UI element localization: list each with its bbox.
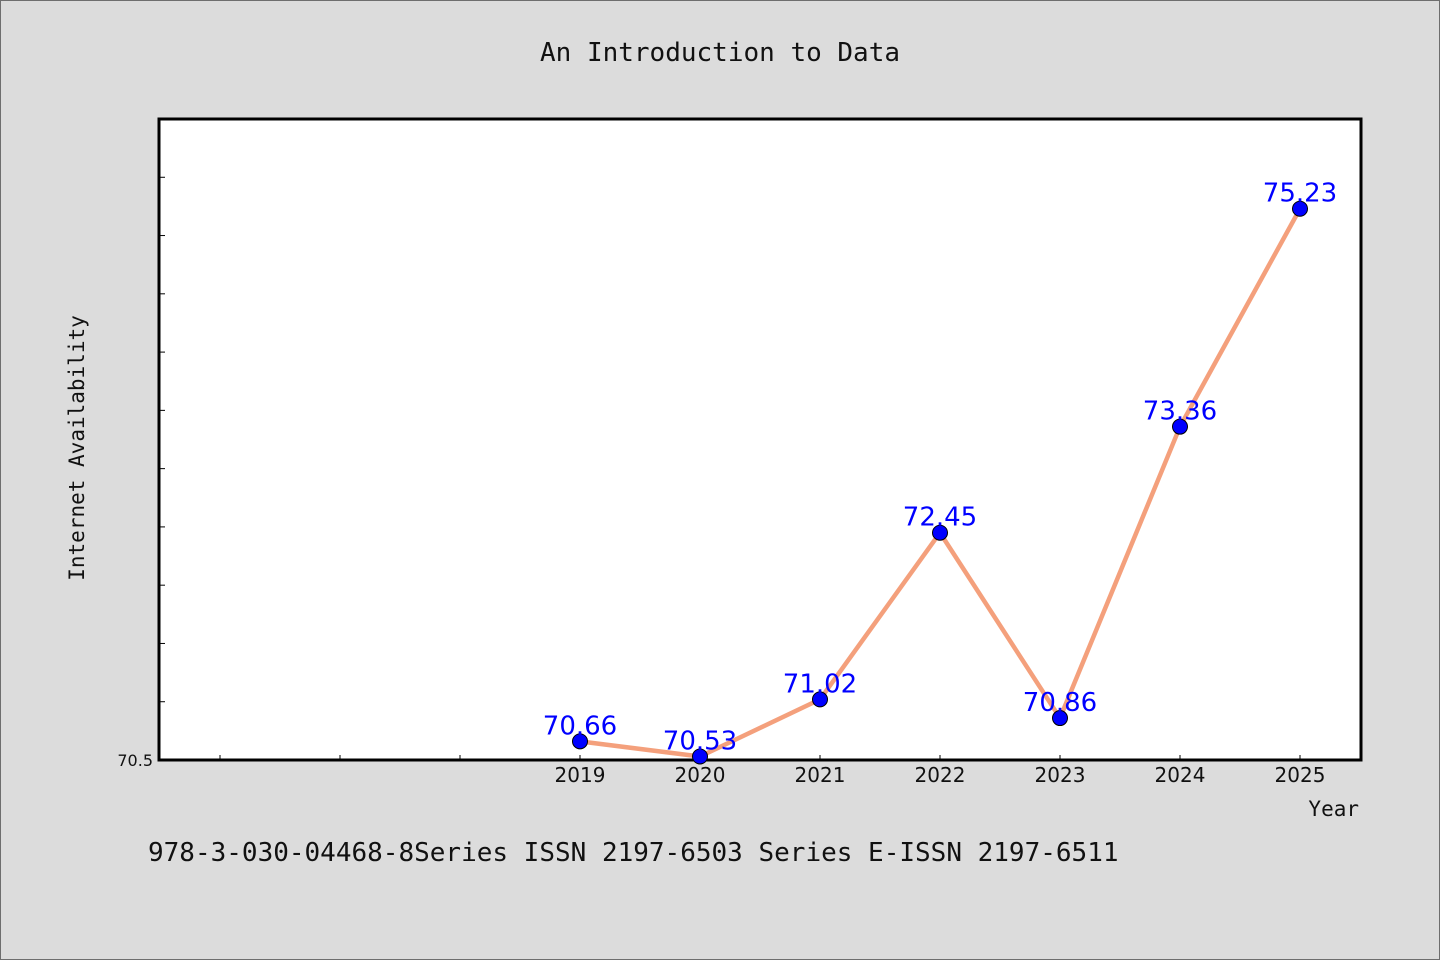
- data-point: [1052, 710, 1068, 727]
- footer-text: 978-3-030-04468-8Series ISSN 2197-6503 S…: [148, 838, 1119, 868]
- y-tick-label: 70.5: [117, 751, 153, 770]
- data-label: 72.45: [903, 503, 977, 533]
- data-points: [572, 200, 1308, 765]
- y-axis-ticks: [159, 118, 165, 761]
- data-label: 75.23: [1263, 179, 1337, 209]
- x-tick-label: 2019: [555, 763, 606, 787]
- x-tick-label: 2022: [915, 763, 966, 787]
- data-label: 70.86: [1023, 688, 1097, 718]
- data-point: [932, 524, 948, 541]
- data-label: 71.02: [783, 669, 857, 699]
- data-point: [1292, 200, 1308, 217]
- data-point: [1172, 418, 1188, 435]
- x-axis-tick-labels: 2019 2020 2021 2022 2023 2024 2025: [555, 763, 1326, 787]
- x-tick-label: 2020: [675, 763, 726, 787]
- data-label: 73.36: [1143, 397, 1217, 427]
- data-label: 70.53: [663, 727, 737, 757]
- y-axis-label: Internet Availability: [65, 315, 89, 581]
- x-tick-label: 2023: [1035, 763, 1086, 787]
- x-tick-label: 2025: [1275, 763, 1326, 787]
- data-point: [692, 748, 708, 765]
- data-point: [572, 733, 588, 750]
- x-tick-label: 2024: [1155, 763, 1206, 787]
- x-tick-label: 2021: [795, 763, 846, 787]
- chart-title: An Introduction to Data: [540, 38, 900, 68]
- data-label: 70.66: [543, 711, 617, 741]
- x-axis-label: Year: [1308, 797, 1359, 821]
- plot-area: [157, 117, 1363, 762]
- data-point: [812, 691, 828, 708]
- data-labels: 70.66 70.53 71.02 72.45 70.86 73.36 75.23: [543, 179, 1337, 757]
